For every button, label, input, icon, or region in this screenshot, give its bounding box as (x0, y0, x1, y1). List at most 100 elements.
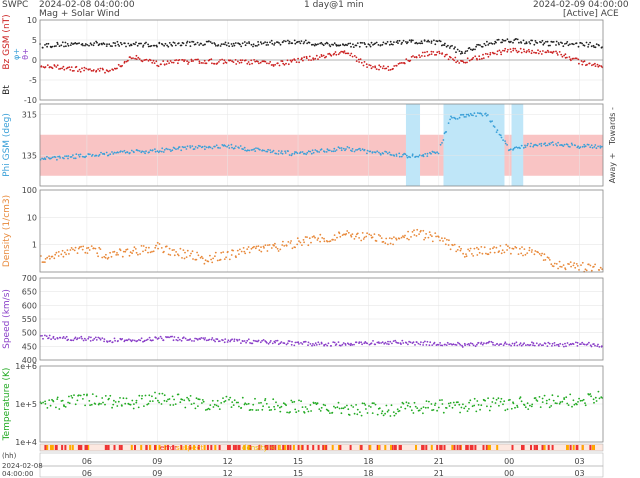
data-point (346, 404, 348, 407)
data-point (260, 401, 262, 404)
data-point (517, 50, 520, 53)
data-point (455, 250, 458, 253)
data-point (268, 244, 271, 246)
data-point (436, 343, 439, 346)
data-point (481, 114, 484, 117)
flag-mark (581, 445, 584, 450)
data-point (531, 249, 533, 251)
data-point (469, 112, 472, 115)
data-point (452, 244, 454, 247)
data-point (410, 236, 412, 238)
data-point (124, 42, 126, 45)
data-point (487, 114, 489, 116)
data-point (303, 411, 306, 414)
data-point (215, 144, 218, 147)
data-point (576, 341, 579, 344)
data-point (157, 399, 159, 402)
data-point (112, 403, 115, 406)
data-point (246, 248, 249, 251)
data-point (448, 47, 451, 49)
data-point (382, 240, 385, 243)
data-point (54, 338, 56, 341)
x-tick-label: 09 (152, 457, 162, 466)
data-point (339, 235, 342, 238)
data-point (223, 59, 226, 62)
data-point (480, 341, 483, 344)
data-point (276, 247, 279, 250)
data-point (465, 255, 468, 258)
data-point (238, 147, 240, 149)
data-point (430, 152, 432, 155)
data-point (82, 339, 85, 342)
data-point (431, 235, 433, 238)
data-point (550, 142, 553, 144)
data-point (106, 341, 109, 343)
y-tick-label: 100 (22, 186, 37, 195)
data-point (468, 47, 471, 49)
data-point (274, 63, 276, 66)
data-point (303, 340, 306, 343)
data-point (154, 148, 156, 151)
data-point (163, 149, 166, 151)
data-point (388, 237, 391, 240)
data-point (387, 243, 389, 246)
data-point (334, 150, 337, 153)
data-point (340, 412, 343, 415)
data-point (70, 247, 73, 249)
data-point (551, 394, 554, 397)
data-point (437, 236, 440, 238)
data-point (92, 339, 94, 342)
data-point (310, 152, 313, 155)
data-point (361, 148, 364, 151)
data-point (500, 51, 502, 54)
data-point (490, 42, 492, 44)
data-point (291, 59, 294, 62)
data-point (51, 156, 54, 159)
data-point (297, 341, 300, 344)
data-point (109, 45, 112, 47)
data-point (583, 143, 586, 146)
data-point (65, 45, 67, 48)
data-point (262, 245, 265, 248)
flag-mark (203, 445, 206, 450)
footer-hh-label: (hh) (2, 452, 17, 460)
data-point (178, 59, 181, 61)
data-point (421, 55, 423, 57)
data-point (103, 338, 106, 340)
data-point (589, 41, 591, 44)
data-point (318, 408, 321, 410)
data-point (63, 251, 66, 254)
data-point (111, 341, 114, 343)
data-point (164, 42, 167, 45)
data-point (195, 258, 198, 261)
data-point (54, 253, 57, 256)
data-point (498, 49, 501, 52)
data-point (428, 231, 431, 234)
data-point (409, 59, 412, 62)
phi-towards-label: Towards - (608, 107, 617, 146)
data-point (207, 260, 210, 263)
data-point (541, 397, 544, 400)
flag-mark (64, 445, 67, 450)
data-point (366, 152, 368, 155)
flag-mark (274, 445, 277, 450)
data-point (253, 245, 255, 248)
data-point (436, 409, 438, 412)
data-point (564, 268, 567, 271)
data-point (389, 415, 392, 417)
data-point (333, 42, 336, 45)
data-point (220, 251, 223, 254)
data-point (248, 42, 251, 45)
data-point (89, 42, 92, 45)
data-point (360, 239, 363, 242)
data-point (497, 397, 500, 400)
data-point (462, 252, 464, 255)
data-point (418, 233, 420, 236)
data-point (556, 144, 558, 147)
data-point (171, 395, 174, 398)
data-point (435, 53, 438, 56)
data-point (172, 404, 175, 406)
data-point (489, 251, 492, 254)
data-point (165, 245, 168, 248)
data-point (333, 234, 336, 237)
